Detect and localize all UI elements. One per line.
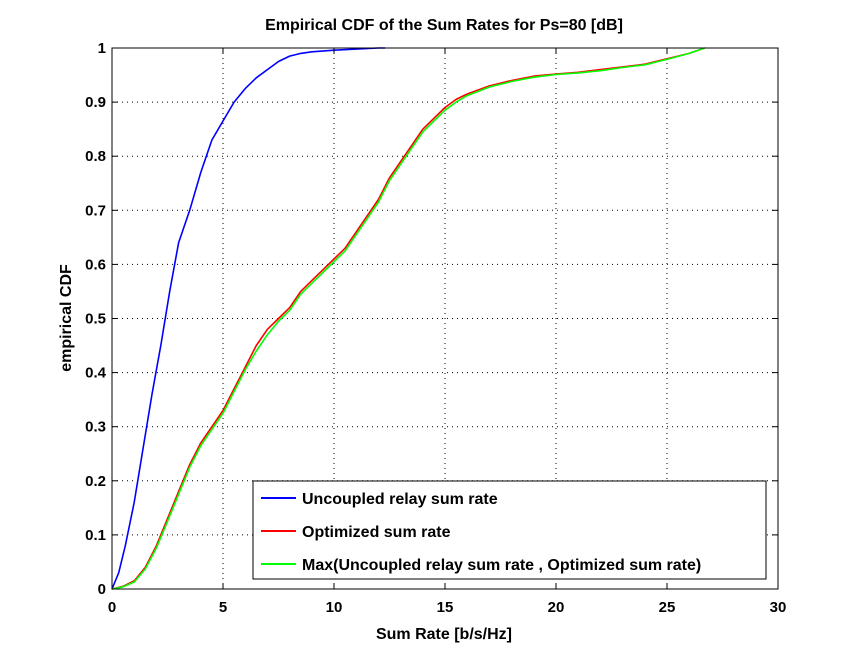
legend-label-1: Uncoupled relay sum rate: [302, 491, 498, 508]
legend-label-2: Optimized sum rate: [302, 524, 451, 541]
y-tick-label: 0.5: [85, 311, 106, 328]
series-line-1: [111, 47, 386, 590]
y-tick-label: 0.9: [85, 94, 106, 111]
y-tick-label: 0.1: [85, 527, 106, 544]
series-line-3: [111, 47, 705, 590]
y-tick-label: 1: [98, 40, 106, 57]
x-tick-label: 5: [219, 599, 227, 616]
y-tick-label: 0.2: [85, 473, 106, 490]
y-axis-label: empirical CDF: [58, 264, 75, 372]
y-tick-label: 0.4: [85, 365, 107, 382]
y-tick-label: 0.6: [85, 256, 106, 273]
x-tick-label: 15: [437, 599, 454, 616]
y-axis: 0 0.1 0.2 0.3 0.4 0.5 0.6 0.7 0.8 0.9 1: [85, 40, 778, 598]
x-tick-label: 25: [659, 599, 676, 616]
x-tick-label: 0: [108, 599, 116, 616]
y-tick-label: 0: [98, 581, 106, 598]
y-tick-label: 0.8: [85, 148, 106, 165]
series-lines: [111, 47, 705, 590]
chart-title: Empirical CDF of the Sum Rates for Ps=80…: [265, 17, 623, 34]
x-axis-label: Sum Rate [b/s/Hz]: [376, 626, 512, 643]
y-tick-label: 0.3: [85, 419, 106, 436]
legend-label-3: Max(Uncoupled relay sum rate , Optimized…: [302, 557, 701, 574]
y-tick-label: 0.7: [85, 202, 106, 219]
legend: Uncoupled relay sum rate Optimized sum ra…: [252, 480, 767, 580]
x-axis: 0 5 10 15 20 25 30: [108, 48, 787, 616]
legend-box: [252, 480, 767, 580]
x-tick-label: 20: [548, 599, 565, 616]
x-tick-label: 10: [326, 599, 343, 616]
x-tick-label: 30: [770, 599, 787, 616]
